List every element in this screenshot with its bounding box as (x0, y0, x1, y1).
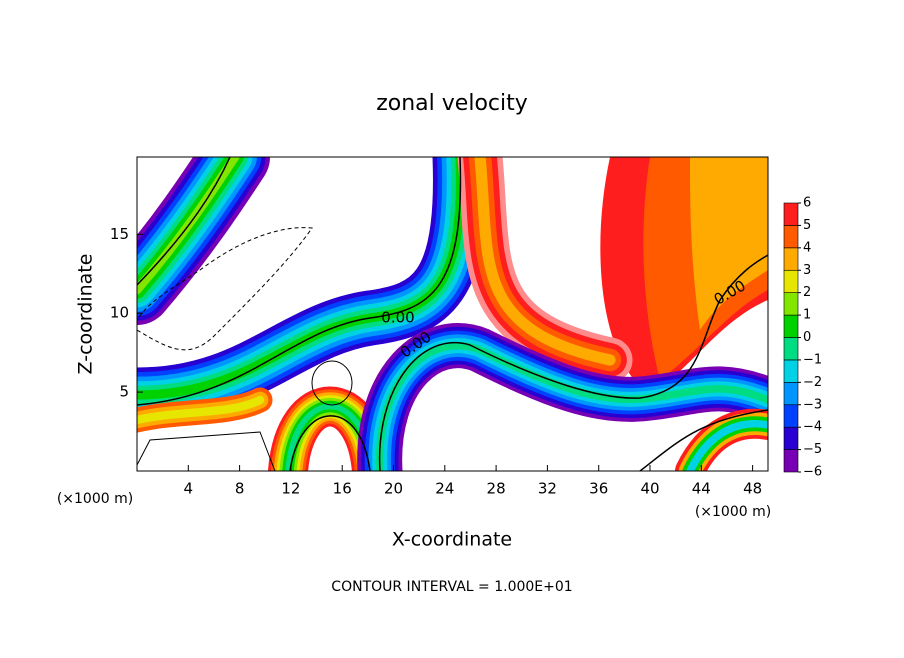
footer: CONTOUR INTERVAL = 1.000E+01 (331, 579, 572, 595)
colorbar-label: 5 (803, 218, 811, 233)
contour-region (690, 157, 768, 330)
colorbar-label: −5 (803, 442, 822, 457)
x-axis-label: X-coordinate (392, 529, 512, 551)
colorbar-segment (783, 359, 799, 383)
contour-band (474, 157, 616, 366)
colorbar-label: 3 (803, 263, 811, 278)
x-tick-label: 32 (538, 480, 557, 498)
colorbar-label: 4 (803, 240, 811, 255)
y-tick-label: 15 (110, 225, 129, 243)
colorbar-label: 2 (803, 285, 811, 300)
contour-band (137, 395, 265, 425)
plot-frame (136, 156, 769, 472)
colorbar-label: 6 (803, 196, 811, 211)
x-tick-label: 24 (435, 480, 454, 498)
x-tick-label: 40 (640, 480, 659, 498)
colorbar-label: −6 (803, 465, 822, 480)
x-tick-label: 16 (333, 480, 352, 498)
x-tick-label: 12 (281, 480, 300, 498)
colorbar-label: −4 (803, 420, 822, 435)
x-tick-label: 4 (184, 480, 194, 498)
colorbar-segment (783, 382, 799, 406)
x-tick-label: 44 (692, 480, 711, 498)
colorbar-segment (783, 225, 799, 249)
colorbar-segment (783, 404, 799, 428)
colorbar-segment (783, 337, 799, 361)
colorbar-label: 0 (803, 330, 811, 345)
y-tick-label: 5 (119, 383, 129, 401)
x-tick-label: 28 (487, 480, 506, 498)
colorbar-segment (783, 314, 799, 338)
contour-label: 0.00 (381, 309, 414, 327)
y-axis-label: Z-coordinate (75, 254, 97, 375)
colorbar-segment (783, 202, 799, 226)
colorbar-label: −2 (803, 375, 822, 390)
contour-band (686, 420, 768, 471)
colorbar-segment (783, 449, 799, 473)
colorbar-label: −1 (803, 352, 822, 367)
x-unit-label: (×1000 m) (695, 504, 771, 520)
contour-lines (137, 157, 768, 471)
colorbar-segment (783, 247, 799, 271)
x-tick-label: 20 (384, 480, 403, 498)
colorbar-segment (783, 269, 799, 293)
y-tick-label: 10 (110, 304, 129, 322)
x-tick-label: 48 (743, 480, 762, 498)
chart-title: zonal velocity (376, 91, 528, 116)
x-unit-label: (×1000 m) (57, 491, 133, 507)
x-tick-label: 36 (589, 480, 608, 498)
colorbar-segment (783, 426, 799, 450)
colorbar-label: 1 (803, 308, 811, 323)
colorbar-label: −3 (803, 397, 822, 412)
contour-band (376, 341, 768, 471)
colorbar-segment (783, 292, 799, 316)
x-tick-label: 8 (235, 480, 245, 498)
